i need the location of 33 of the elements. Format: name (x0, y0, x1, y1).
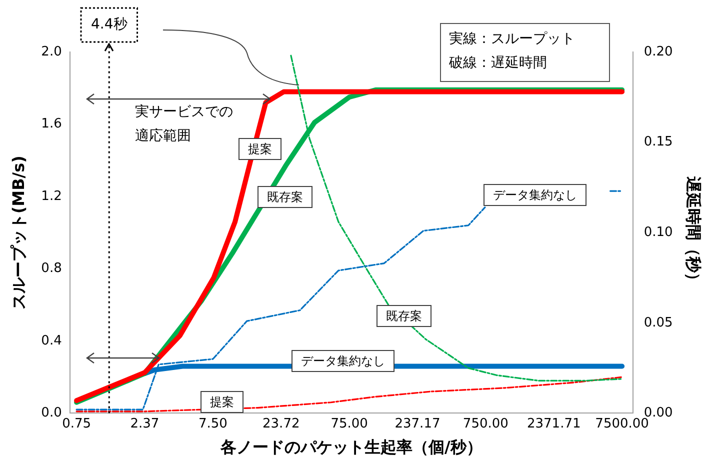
annotation: 実サービスでの (135, 103, 233, 121)
y2-tick-label: 0.05 (644, 315, 673, 330)
annotation: 破線：遅延時間 (449, 54, 547, 72)
x-tick-label: 750.00 (462, 416, 508, 432)
y2-axis-title: 遅延時間（秒） (684, 176, 704, 289)
y-tick-label: 0.4 (41, 333, 62, 348)
x-tick-label: 237.17 (394, 416, 440, 432)
x-tick-label: 2371.71 (526, 416, 581, 432)
series-label: 既存案 (386, 309, 422, 324)
y-axis-title: スループット(MB/s) (8, 156, 28, 310)
y2-tick-label: 0.10 (644, 224, 673, 240)
y-tick-label: 1.6 (41, 116, 62, 132)
text: 実線：スループット (449, 30, 575, 48)
x-tick-label: 7500.00 (595, 416, 649, 432)
series-label: 既存案 (267, 190, 303, 204)
y-tick-label: 1.2 (41, 188, 62, 204)
annotation: 適応範囲 (135, 127, 191, 145)
x-tick-label: 2.37 (130, 416, 160, 432)
ref-line-label: 4.4秒 (91, 16, 128, 33)
series-label: データ集約なし (301, 354, 385, 368)
x-tick-label: 0.75 (62, 416, 92, 432)
series-label: データ集約なし (493, 188, 577, 202)
series-label: 提案 (210, 395, 234, 410)
x-axis-title: 各ノードのパケット生起率（個/秒） (219, 438, 482, 457)
y2-tick-label: 0.15 (644, 134, 673, 150)
y-tick-label: 0.0 (41, 406, 62, 421)
y2-tick-label: 0.20 (644, 44, 673, 60)
x-tick-label: 75.00 (330, 416, 368, 432)
y-tick-label: 0.8 (41, 261, 62, 276)
x-tick-label: 23.72 (262, 416, 300, 432)
y-tick-label: 2.0 (41, 44, 62, 60)
x-tick-label: 7.50 (198, 416, 228, 432)
series-label: 提案 (248, 142, 272, 156)
